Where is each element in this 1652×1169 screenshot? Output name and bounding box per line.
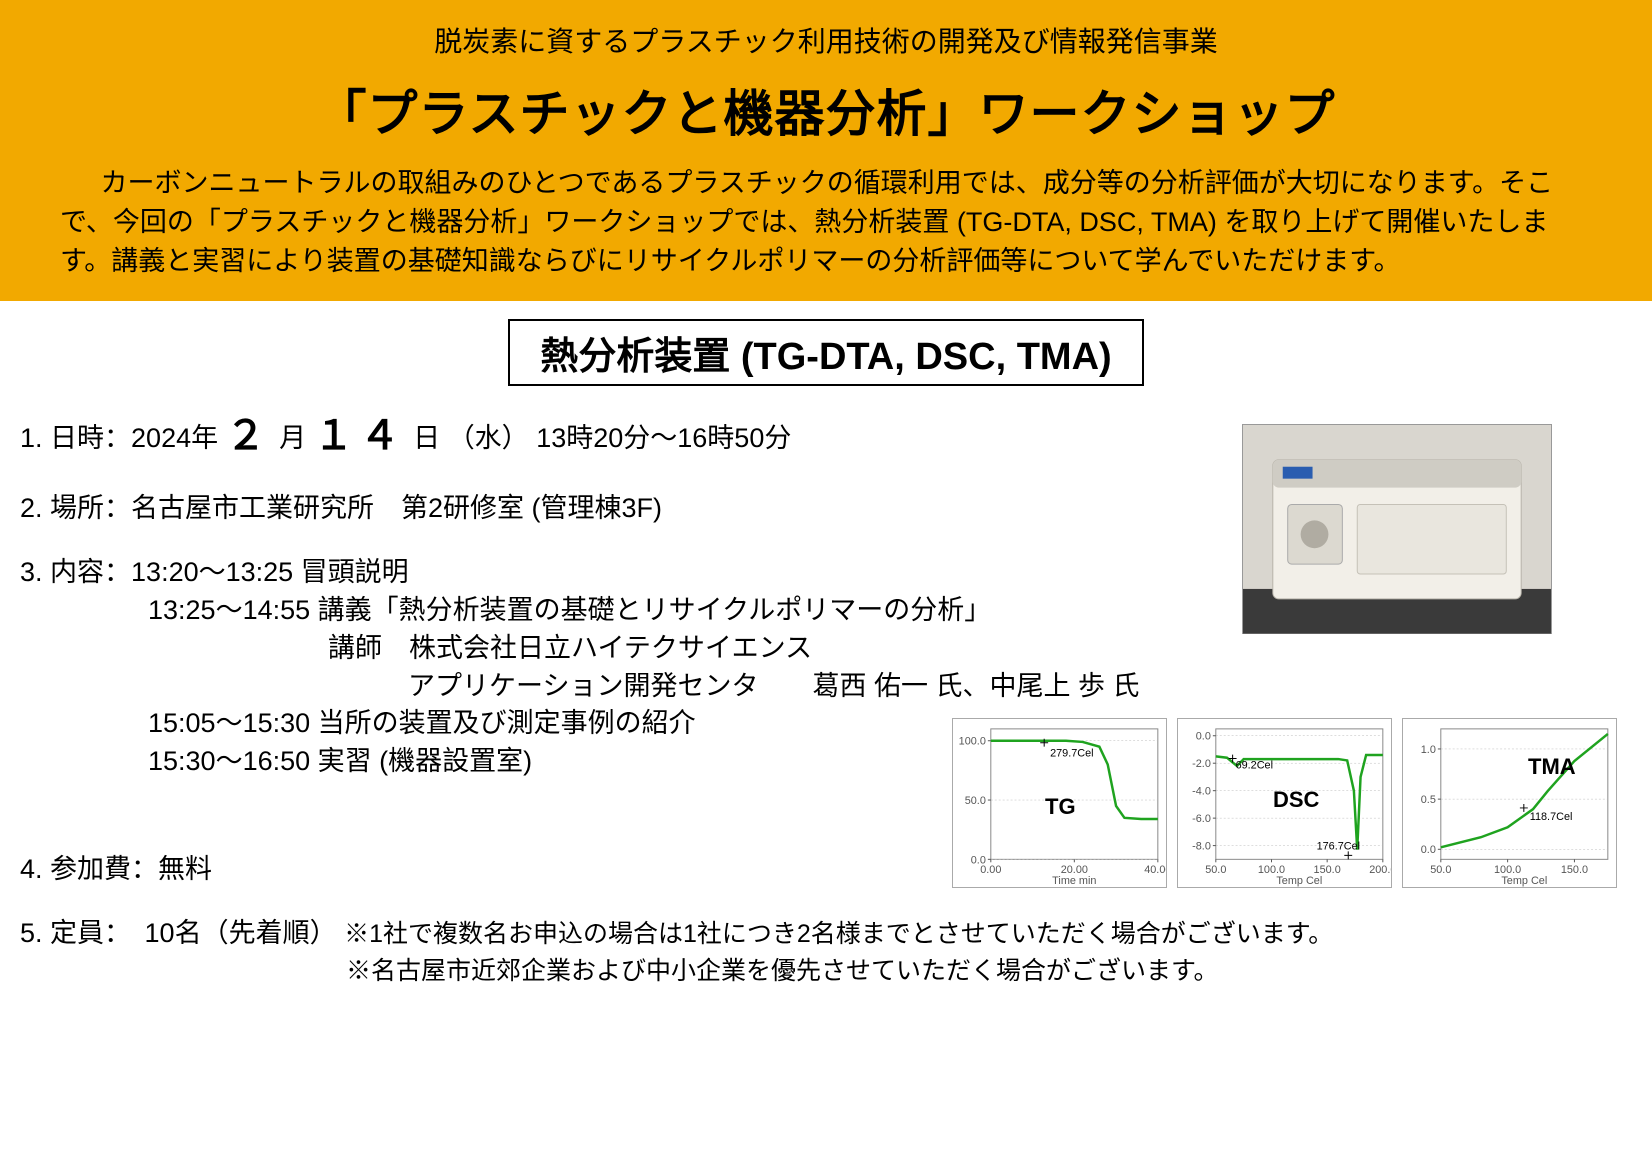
row-capacity: 5. 定員： 10名（先着順） ※1社で複数名お申込の場合は1社につき2名様まで… bbox=[20, 915, 1582, 953]
fee-label: 4. 参加費： bbox=[20, 854, 158, 884]
content-line-2: 講師 株式会社日立ハイテクサイエンス bbox=[148, 630, 1582, 668]
svg-text:1.0: 1.0 bbox=[1421, 744, 1436, 756]
svg-text:0.00: 0.00 bbox=[980, 865, 1001, 877]
header-banner: 脱炭素に資するプラスチック利用技術の開発及び情報発信事業 「プラスチックと機器分… bbox=[0, 0, 1652, 301]
intro-paragraph: カーボンニュートラルの取組みのひとつであるプラスチックの循環利用では、成分等の分… bbox=[60, 164, 1592, 281]
content-label: 3. 内容： bbox=[20, 557, 131, 587]
svg-text:50.0: 50.0 bbox=[1205, 865, 1226, 877]
svg-text:118.7Cel: 118.7Cel bbox=[1530, 811, 1573, 823]
svg-text:50.0: 50.0 bbox=[965, 795, 986, 807]
svg-text:-6.0: -6.0 bbox=[1192, 814, 1211, 826]
content-line-3: アプリケーション開発センタ 葛西 佑一 氏、中尾上 歩 氏 bbox=[148, 668, 1582, 706]
date-time: 13時20分～16時50分 bbox=[536, 423, 791, 453]
overline-text: 脱炭素に資するプラスチック利用技術の開発及び情報発信事業 bbox=[60, 20, 1592, 60]
capacity-label: 5. 定員： bbox=[20, 918, 118, 948]
date-label: 1. 日時： bbox=[20, 423, 131, 453]
main-title: 「プラスチックと機器分析」ワークショップ bbox=[60, 74, 1592, 146]
svg-text:Temp Cel: Temp Cel bbox=[1501, 875, 1547, 887]
chart-tma: 0.00.51.050.0100.0150.0Temp Cel118.7Cel … bbox=[1402, 718, 1617, 888]
svg-text:176.7Cel: 176.7Cel bbox=[1317, 841, 1360, 853]
capacity-note-0: ※1社で複数名お申込の場合は1社につき2名様までとさせていただく場合がございます… bbox=[344, 920, 1333, 948]
svg-text:-8.0: -8.0 bbox=[1192, 841, 1211, 853]
date-day: １４ bbox=[314, 414, 406, 458]
content-line-0: 13:20～13:25 冒頭説明 bbox=[131, 557, 409, 587]
chart-tma-label: TMA bbox=[1528, 754, 1576, 780]
date-day-unit: 日 bbox=[413, 423, 440, 453]
svg-text:Temp Cel: Temp Cel bbox=[1276, 875, 1322, 887]
capacity-note-1: ※名古屋市近郊企業および中小企業を優先させていただく場合がございます。 bbox=[20, 955, 1582, 989]
instrument-photo bbox=[1242, 424, 1552, 634]
chart-dsc: -8.0-6.0-4.0-2.00.050.0100.0150.0200.0Te… bbox=[1177, 718, 1392, 888]
svg-text:100.0: 100.0 bbox=[959, 736, 986, 748]
svg-text:50.0: 50.0 bbox=[1430, 865, 1451, 877]
svg-text:150.0: 150.0 bbox=[1561, 865, 1588, 877]
date-month-unit: 月 bbox=[279, 423, 306, 453]
capacity-value: 10名（先着順） bbox=[118, 918, 337, 948]
svg-text:0.5: 0.5 bbox=[1421, 794, 1436, 806]
date-month: ２ bbox=[226, 414, 272, 458]
svg-text:279.7Cel: 279.7Cel bbox=[1050, 748, 1093, 760]
fee-value: 無料 bbox=[158, 854, 212, 884]
svg-text:0.0: 0.0 bbox=[1196, 731, 1211, 743]
svg-text:-2.0: -2.0 bbox=[1192, 759, 1211, 771]
place-value: 名古屋市工業研究所 第2研修室 (管理棟3F) bbox=[131, 493, 662, 523]
charts-row: 0.050.0100.00.0020.0040.00Time min279.7C… bbox=[952, 718, 1617, 888]
content-area: 1. 日時：2024年 ２ 月 １４ 日 （水） 13時20分～16時50分 2… bbox=[0, 408, 1652, 988]
svg-text:0.0: 0.0 bbox=[1421, 845, 1436, 857]
date-weekday: （水） bbox=[448, 423, 529, 453]
chart-tg: 0.050.0100.00.0020.0040.00Time min279.7C… bbox=[952, 718, 1167, 888]
svg-text:200.0: 200.0 bbox=[1369, 865, 1391, 877]
chart-dsc-label: DSC bbox=[1273, 787, 1319, 813]
svg-text:Time min: Time min bbox=[1052, 875, 1096, 887]
chart-tg-label: TG bbox=[1045, 794, 1076, 820]
subject-box: 熱分析装置 (TG-DTA, DSC, TMA) bbox=[508, 319, 1143, 386]
date-year: 2024年 bbox=[131, 423, 218, 453]
svg-text:40.00: 40.00 bbox=[1144, 865, 1166, 877]
svg-text:-4.0: -4.0 bbox=[1192, 786, 1211, 798]
svg-text:69.2Cel: 69.2Cel bbox=[1236, 760, 1273, 772]
place-label: 2. 場所： bbox=[20, 493, 131, 523]
